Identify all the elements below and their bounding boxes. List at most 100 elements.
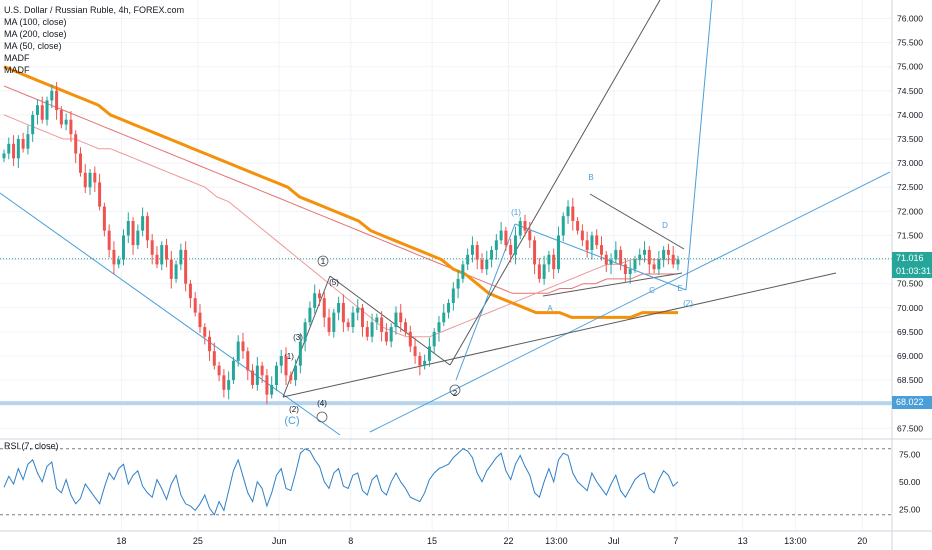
candle-body [45, 100, 49, 120]
wave-channel-1 [455, 223, 516, 381]
candle-body [533, 240, 537, 265]
price-tick-label: 70.500 [897, 279, 923, 289]
candle-body [322, 298, 326, 318]
legend-ma50[interactable]: MA (50, close) [4, 41, 62, 51]
candle-body [64, 119, 68, 125]
rsi-tick-label: 75.00 [899, 449, 921, 459]
candle-body [475, 245, 479, 260]
candle-body [643, 249, 647, 255]
candle-body [633, 259, 637, 270]
candle-body [31, 114, 35, 135]
ma200-line [3, 65, 678, 319]
legend-madf-1[interactable]: MADF [4, 53, 30, 63]
candle-body [566, 206, 570, 217]
candle-body [676, 259, 680, 265]
time-tick-label: 7 [673, 536, 678, 546]
candle-body [55, 90, 59, 111]
candle-body [513, 235, 517, 255]
candle-body [494, 240, 498, 250]
candle-body [399, 312, 403, 323]
wave-label-circle-2: 2 [453, 389, 458, 398]
candle-body [217, 365, 221, 376]
candle-body [255, 365, 259, 385]
price-tick-label: 70.000 [897, 303, 923, 313]
legend-ma100[interactable]: MA (100, close) [4, 17, 67, 27]
candle-body [117, 259, 121, 265]
ma50-line [3, 114, 678, 338]
candle-body [556, 235, 560, 270]
candle-body [107, 230, 111, 250]
candle-body [628, 269, 632, 275]
time-tick-label: 22 [504, 536, 514, 546]
candle-body [442, 312, 446, 323]
rsi-legend[interactable]: RSI (7, close) [4, 441, 59, 451]
candle-body [179, 249, 183, 265]
candle-body [595, 235, 599, 246]
rsi-tick-label: 25.00 [899, 504, 921, 514]
candles [2, 82, 680, 405]
candle-body [2, 153, 6, 159]
candle-body [327, 317, 331, 332]
candle-body [227, 380, 231, 390]
candle-body [576, 221, 580, 231]
candle-body [437, 322, 441, 332]
candle-body [145, 216, 149, 241]
wave-projection [449, 0, 661, 366]
candle-body [93, 172, 97, 183]
candle-body [78, 153, 82, 173]
candle-body [294, 365, 298, 381]
trendline-triangle [542, 272, 683, 297]
price-tick-label: 75.000 [897, 62, 923, 72]
candle-body [16, 139, 20, 159]
candle-body [623, 264, 627, 275]
candle-body [35, 105, 39, 115]
candle-body [351, 312, 355, 328]
candle-body [537, 264, 541, 279]
candle-body [404, 322, 408, 332]
candle-body [490, 249, 494, 260]
candle-body [184, 249, 188, 284]
candle-body [74, 134, 78, 154]
candle-body [571, 206, 575, 221]
candle-body [456, 278, 460, 289]
wave-label-e: E [677, 284, 682, 293]
level-band [0, 401, 892, 406]
time-tick-label: Jun [272, 536, 287, 546]
candle-body [222, 375, 226, 390]
legend-ma200[interactable]: MA (200, close) [4, 29, 67, 39]
channel-line-lower [0, 192, 341, 436]
candle-body [365, 327, 369, 337]
rsi-pane [0, 448, 892, 516]
candle-body [561, 216, 565, 236]
rsi-tick-label: 50.00 [899, 477, 921, 487]
candle-body [447, 302, 451, 313]
wave-label-b: B [588, 173, 593, 182]
price-tick-label: 75.500 [897, 38, 923, 48]
wave-label-3: (3) [293, 333, 303, 342]
candle-body [251, 370, 255, 385]
candle-body [466, 254, 470, 265]
time-tick-label: 20 [857, 536, 867, 546]
candle-body [246, 351, 250, 371]
candle-body [7, 143, 11, 154]
wave-label-c-small: C [649, 286, 655, 295]
candle-body [12, 143, 16, 159]
candle-body [337, 302, 341, 313]
legend-madf-2[interactable]: MADF [4, 65, 30, 75]
candle-body [317, 293, 321, 299]
candle-body [193, 298, 197, 313]
price-tick-label: 73.000 [897, 158, 923, 168]
price-tick-label: 67.500 [897, 423, 923, 433]
candle-body [136, 230, 140, 246]
candle-body [389, 327, 393, 342]
candle-body [131, 221, 135, 246]
candle-body [375, 317, 379, 323]
wave-label-1: (1) [284, 352, 294, 361]
price-tick-label: 76.000 [897, 13, 923, 23]
candle-body [413, 346, 417, 357]
candle-body [394, 312, 398, 328]
time-tick-label: Jul [608, 536, 620, 546]
price-tick-label: 74.000 [897, 110, 923, 120]
